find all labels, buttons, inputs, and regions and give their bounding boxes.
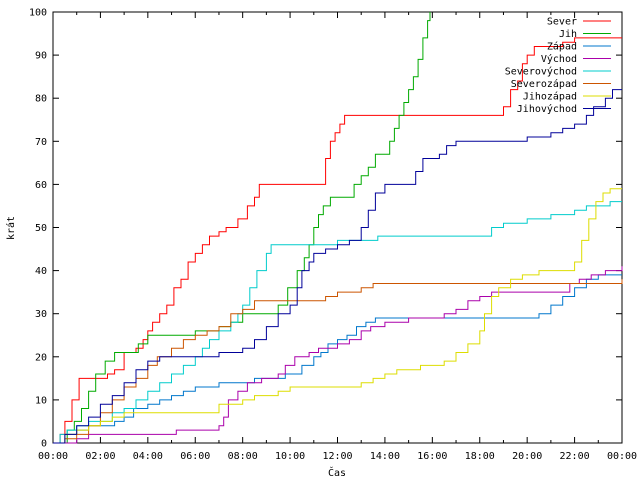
legend-label: Jih	[559, 29, 577, 40]
series-line	[53, 37, 622, 444]
y-tick-label: 90	[35, 51, 47, 62]
y-tick-label: 10	[35, 395, 47, 406]
x-axis-title: Čas	[328, 466, 346, 479]
series-line	[53, 279, 623, 444]
series-layer	[53, 12, 623, 444]
legend-label: Jihovýchod	[517, 103, 577, 115]
series-line	[53, 188, 622, 444]
legend-label: Sever	[547, 17, 577, 28]
y-tick-label: 30	[35, 309, 47, 320]
x-tick-label: 16:00	[417, 451, 447, 462]
legend-label: Severovýchod	[505, 66, 577, 78]
y-tick-label: 40	[35, 266, 47, 277]
y-tick-label: 60	[35, 180, 47, 191]
series-line	[53, 12, 431, 444]
series-line	[53, 89, 622, 444]
y-tick-label: 70	[35, 137, 47, 148]
legend-label: Jihozápad	[523, 91, 577, 103]
x-tick-label: 00:00	[607, 451, 637, 462]
y-tick-label: 0	[41, 439, 47, 450]
y-tick-label: 50	[35, 223, 47, 234]
x-tick-label: 08:00	[228, 451, 258, 462]
x-tick-label: 04:00	[133, 451, 163, 462]
y-tick-label: 100	[29, 8, 47, 19]
y-tick-label: 80	[35, 94, 47, 105]
x-tick-label: 22:00	[560, 451, 590, 462]
x-tick-label: 14:00	[370, 451, 400, 462]
series-line	[53, 274, 622, 444]
y-tick-label: 20	[35, 352, 47, 363]
legend-label: Východ	[541, 53, 577, 65]
x-tick-label: 10:00	[275, 451, 305, 462]
x-tick-label: 06:00	[180, 451, 210, 462]
x-tick-label: 02:00	[85, 451, 115, 462]
legend-label: Severozápad	[511, 78, 577, 90]
x-tick-label: 12:00	[322, 451, 352, 462]
x-axis-ticks: 00:00 02:00 04:00 06:00 08:00 10:00 12:00 14:00…	[38, 12, 637, 462]
x-tick-label: 00:00	[38, 451, 68, 462]
x-tick-label: 20:00	[512, 451, 542, 462]
legend-label: Západ	[547, 41, 577, 53]
series-line	[53, 201, 622, 444]
legend: SeverJihZápadVýchodSeverovýchodSeverozáp…	[505, 17, 611, 115]
series-line	[53, 266, 623, 444]
x-tick-label: 18:00	[465, 451, 495, 462]
y-axis-title: krát	[5, 216, 17, 240]
